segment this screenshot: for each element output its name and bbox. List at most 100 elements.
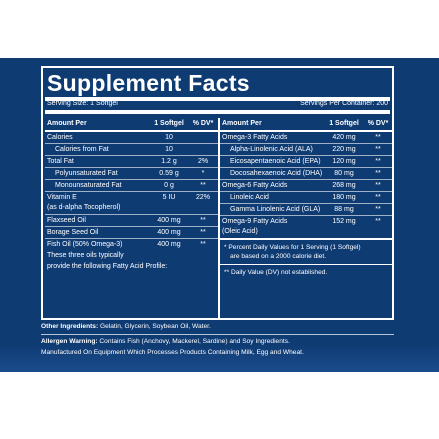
table-row: Linoleic Acid 180 mg ** [220, 192, 393, 204]
fatty-acid-name: Gamma Linolenic Acid (GLA) [230, 206, 321, 213]
nutrient-name: Monounsaturated Fat [55, 182, 122, 189]
nutrient-dv: 22% [195, 194, 210, 201]
nutrient-dv: ** [200, 217, 206, 224]
nutrient-amount: 0.59 g [159, 170, 179, 177]
table-row: Polyunsaturated Fat 0.59 g * [45, 168, 218, 180]
table-row: Omega-9 Fatty Acids (Oleic Acid) 152 mg ** [220, 216, 393, 240]
nutrient-name: Borage Seed Oil [47, 229, 99, 236]
fatty-acid-name: Linoleic Acid [230, 194, 269, 201]
table-row: Alpha-Linolenic Acid (ALA) 220 mg ** [220, 144, 393, 156]
other-ingredients-label: Other Ingredients: [41, 323, 99, 330]
serving-size: Serving Size: 1 Softgel [47, 100, 118, 107]
fatty-acid-name: Alpha-Linolenic Acid (ALA) [230, 146, 313, 153]
dv-footnote-line2: are based on a 2000 calorie diet. [230, 253, 327, 260]
table-row: Docosahexaenoic Acid (DHA) 80 mg ** [220, 168, 393, 180]
table-row: Calories from Fat 10 [45, 144, 218, 156]
supplement-facts-box: Supplement Facts Serving Size: 1 Softgel… [41, 66, 394, 320]
nutrient-amount: 400 mg [157, 229, 181, 236]
fatty-acid-name-line1: Omega-9 Fatty Acids [222, 218, 288, 225]
dv-footnote-line1: * Percent Daily Values for 1 Serving (1 … [224, 244, 361, 251]
nutrient-amount: 400 mg [157, 217, 181, 224]
left-table-header: Amount Per 1 Softgel % DV* [45, 118, 218, 132]
nutrient-amount: 10 [165, 134, 173, 141]
nutrient-amount: 5 IU [162, 194, 176, 201]
nutrient-amount: 400 mg [157, 241, 181, 248]
table-row: Gamma Linolenic Acid (GLA) 88 mg ** [220, 204, 393, 216]
nutrient-name: Flaxseed Oil [47, 217, 86, 224]
manufacturing-note: Manufactured On Equipment Which Processe… [41, 349, 304, 356]
fatty-acid-dv: ** [375, 206, 381, 213]
fatty-acid-name-line2: (Oleic Acid) [222, 228, 258, 235]
fatty-acid-amount: 268 mg [332, 182, 356, 189]
fatty-acid-dv: ** [375, 134, 381, 141]
nutrient-name: Total Fat [47, 158, 74, 165]
fatty-acid-amount: 80 mg [334, 170, 354, 177]
nutrient-name: Vitamin E (as d-alpha Tocopherol) [47, 193, 120, 213]
dv-header: % DV* [367, 120, 389, 127]
fatty-acid-name: Omega-9 Fatty Acids (Oleic Acid) [222, 217, 287, 237]
right-fatty-acid-table: Amount Per 1 Softgel % DV* Omega-3 Fatty… [220, 118, 393, 276]
nutrient-name: Calories [47, 134, 73, 141]
footnote-divider [220, 264, 393, 265]
nutrient-name: Fish Oil (50% Omega-3) [47, 241, 123, 248]
amount-per-header: Amount Per [222, 120, 262, 127]
table-row: Total Fat 1.2 g 2% [45, 156, 218, 168]
fatty-acid-amount: 180 mg [332, 194, 356, 201]
amount-per-header: Amount Per [47, 120, 87, 127]
softgel-header: 1 Softgel [154, 120, 184, 127]
dv-header: % DV* [192, 120, 214, 127]
dv-footnote: * Percent Daily Values for 1 Serving (1 … [224, 243, 361, 261]
table-row: Eicosapentaenoic Acid (EPA) 120 mg ** [220, 156, 393, 168]
fatty-acid-dv: ** [375, 170, 381, 177]
table-row: Fish Oil (50% Omega-3) 400 mg ** [45, 239, 218, 250]
fish-oil-note-line2: provide the following Fatty Acid Profile… [47, 263, 168, 270]
allergen-warning-label: Allergen Warning: [41, 338, 98, 345]
nutrient-amount: 0 g [164, 182, 174, 189]
fatty-acid-name: Docosahexaenoic Acid (DHA) [230, 170, 323, 177]
table-row: Monounsaturated Fat 0 g ** [45, 180, 218, 192]
supplement-facts-title: Supplement Facts [47, 70, 250, 96]
servings-per-container: Servings Per Container: 200 [300, 100, 388, 107]
fatty-acid-dv: ** [375, 194, 381, 201]
nutrient-name: Calories from Fat [55, 146, 109, 153]
table-row: Calories 10 [45, 132, 218, 144]
nutrient-name-line2: (as d-alpha Tocopherol) [47, 204, 121, 211]
title-rule [45, 97, 390, 101]
nutrient-dv: ** [200, 229, 206, 236]
nutrient-dv: 2% [197, 158, 209, 165]
fatty-acid-amount: 420 mg [332, 134, 356, 141]
fatty-acid-amount: 152 mg [332, 218, 356, 225]
other-ingredients-text: Gelatin, Glycerin, Soybean Oil, Water. [100, 323, 211, 330]
dv-not-established-note: ** Daily Value (DV) not established. [224, 269, 328, 276]
fish-oil-note-line1: These three oils typically [47, 252, 124, 259]
table-row: Flaxseed Oil 400 mg ** [45, 215, 218, 227]
fatty-acid-amount: 88 mg [334, 206, 354, 213]
nutrient-amount: 10 [165, 146, 173, 153]
table-row: Omega-6 Fatty Acids 268 mg ** [220, 180, 393, 192]
footer-divider [41, 334, 394, 335]
table-row: Vitamin E (as d-alpha Tocopherol) 5 IU 22% [45, 192, 218, 215]
nutrient-name: Polyunsaturated Fat [55, 170, 118, 177]
table-row: Borage Seed Oil 400 mg ** [45, 227, 218, 239]
left-nutrient-table: Amount Per 1 Softgel % DV* Calories 10 Ca… [45, 118, 218, 272]
nutrient-dv: ** [200, 241, 206, 248]
fish-oil-note: provide the following Fatty Acid Profile… [45, 261, 218, 272]
fatty-acid-dv: ** [375, 158, 381, 165]
right-table-header: Amount Per 1 Softgel % DV* [220, 118, 393, 132]
nutrient-dv: * [201, 170, 205, 177]
fatty-acid-name: Eicosapentaenoic Acid (EPA) [230, 158, 321, 165]
fatty-acid-amount: 220 mg [332, 146, 356, 153]
allergen-warning: Allergen Warning: Contains Fish (Anchovy… [41, 338, 290, 345]
nutrient-amount: 1.2 g [161, 158, 177, 165]
nutrient-dv: ** [200, 182, 206, 189]
table-row: Omega-3 Fatty Acids 420 mg ** [220, 132, 393, 144]
fatty-acid-dv: ** [375, 182, 381, 189]
softgel-header: 1 Softgel [329, 120, 359, 127]
other-ingredients: Other Ingredients: Gelatin, Glycerin, So… [41, 323, 211, 330]
fatty-acid-name: Omega-6 Fatty Acids [222, 182, 288, 189]
header-rule [45, 110, 390, 114]
fatty-acid-dv: ** [375, 146, 381, 153]
fatty-acid-name: Omega-3 Fatty Acids [222, 134, 288, 141]
allergen-warning-text: Contains Fish (Anchovy, Mackerel, Sardin… [99, 338, 290, 345]
fish-oil-note: These three oils typically [45, 250, 218, 261]
